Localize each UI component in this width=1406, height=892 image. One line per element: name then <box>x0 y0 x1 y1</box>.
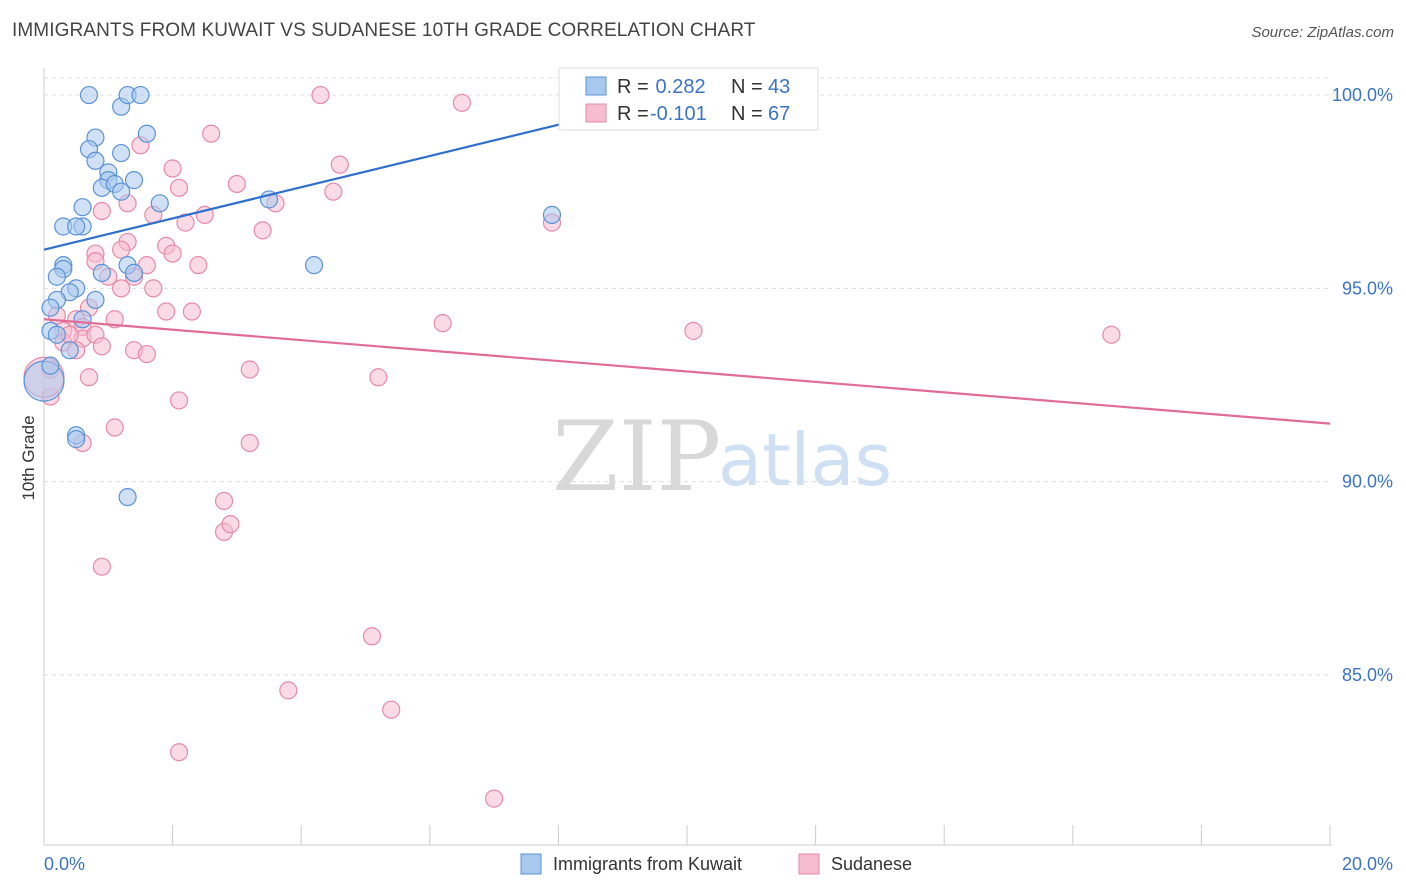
sudanese-point-51 <box>169 391 189 410</box>
watermark-zip: ZIP <box>552 401 721 513</box>
kuwait-point-35 <box>60 341 79 360</box>
sudanese-point-11 <box>92 201 111 221</box>
sudanese-point-33 <box>433 314 452 333</box>
legend-swatch-blue <box>585 76 607 96</box>
sudanese-point-61 <box>382 700 401 719</box>
kuwait-point-42 <box>73 310 92 329</box>
legend-r-value-pink: -0.101 <box>650 103 707 125</box>
grid-lines <box>44 77 1330 676</box>
sudanese-point-49 <box>79 368 99 387</box>
legend-n-value-pink: 67 <box>768 103 790 125</box>
kuwait-point-41 <box>47 325 66 344</box>
kuwait-point-40 <box>41 356 60 375</box>
sudanese-point-21 <box>163 244 182 263</box>
sudanese-point-1 <box>452 93 472 112</box>
sudanese-point-24 <box>189 256 208 275</box>
watermark-atlas: atlas <box>718 418 892 502</box>
sudanese-point-5 <box>163 159 182 178</box>
x-tick-label-min: 0.0% <box>44 854 85 874</box>
sudanese-point-42 <box>137 344 156 364</box>
sudanese-point-27 <box>112 279 131 298</box>
trend-line-1 <box>43 318 1331 425</box>
legend-r-value-blue: 0.282 <box>650 76 706 98</box>
bottom-legend-label-kuwait: Immigrants from Kuwait <box>553 854 742 874</box>
kuwait-point-38 <box>118 487 137 507</box>
kuwait-point-9 <box>86 151 105 170</box>
trend-lines <box>43 93 1331 425</box>
kuwait-point-30 <box>86 290 105 310</box>
axes <box>43 68 1332 846</box>
bottom-legend-swatch-pink <box>798 853 820 875</box>
sudanese-point-63 <box>485 789 504 808</box>
kuwait-point-25 <box>124 263 144 282</box>
sudanese-point-32 <box>105 310 124 329</box>
sudanese-point-52 <box>105 418 124 437</box>
y-axis-label: 10th Grade <box>19 415 38 500</box>
x-tick-label-max: 20.0% <box>1342 854 1393 874</box>
sudanese-point-28 <box>144 279 163 298</box>
legend-n-label-pink: N = <box>731 103 763 125</box>
sudanese-point-46 <box>240 360 259 379</box>
y-tick-label-2: 90.0% <box>1342 472 1393 492</box>
y-tick-label-0: 100.0% <box>1332 85 1393 105</box>
sudanese-point-0 <box>311 85 330 105</box>
bottom-legend: Immigrants from Kuwait Sudanese <box>520 853 912 875</box>
y-tick-label-3: 85.0% <box>1342 665 1393 685</box>
sudanese-point-60 <box>279 681 298 700</box>
sudanese-point-54 <box>240 433 259 453</box>
sudanese-point-18 <box>112 240 131 259</box>
sudanese-point-55 <box>214 491 234 511</box>
legend-r-label-blue: R = <box>617 76 649 98</box>
bottom-legend-label-sudanese: Sudanese <box>831 854 912 874</box>
x-tick-marks <box>43 825 1331 845</box>
sudanese-point-48 <box>369 368 388 387</box>
kuwait-point-0 <box>79 85 99 105</box>
sudanese-point-31 <box>182 302 201 321</box>
legend-n-label-blue: N = <box>731 76 763 98</box>
y-tick-label-1: 95.0% <box>1342 278 1393 298</box>
kuwait-point-33 <box>542 205 562 224</box>
legend-box: R = 0.282 N = 43 R = -0.101 N = 67 <box>558 67 819 131</box>
kuwait-point-37 <box>67 430 86 449</box>
kuwait-point-13 <box>124 171 144 190</box>
legend-n-value-blue: 43 <box>768 76 790 98</box>
y-tick-labels: 100.0% 95.0% 90.0% 85.0% <box>1332 85 1393 685</box>
kuwait-point-26 <box>47 267 66 286</box>
sudanese-point-62 <box>169 743 189 762</box>
sudanese-point-4 <box>330 155 349 174</box>
sudanese-point-2 <box>202 124 221 143</box>
sudanese-point-7 <box>169 178 189 197</box>
sudanese-point-57 <box>221 515 240 534</box>
kuwait-point-15 <box>150 194 169 213</box>
sudanese-point-40 <box>92 337 111 356</box>
kuwait-point-23 <box>92 263 111 282</box>
sudanese-point-58 <box>92 557 111 576</box>
kuwait-point-3 <box>131 85 150 105</box>
bottom-legend-swatch-blue <box>520 853 542 875</box>
kuwait-point-31 <box>41 298 60 317</box>
sudanese-point-34 <box>684 321 703 340</box>
legend-swatch-pink <box>585 103 607 123</box>
chart-title: IMMIGRANTS FROM KUWAIT VS SUDANESE 10TH … <box>12 20 756 41</box>
source-label: Source: ZipAtlas.com <box>1251 24 1394 41</box>
kuwait-point-32 <box>304 256 324 275</box>
sudanese-point-59 <box>362 627 382 646</box>
sudanese-point-8 <box>324 182 343 201</box>
kuwait-point-17 <box>73 198 92 217</box>
kuwait-point-14 <box>112 182 131 201</box>
kuwait-points <box>23 85 562 507</box>
kuwait-point-7 <box>137 124 156 143</box>
sudanese-point-43 <box>1102 325 1121 344</box>
sudanese-point-30 <box>157 302 176 321</box>
legend-r-label-pink: R = <box>617 103 649 125</box>
sudanese-point-14 <box>176 213 195 232</box>
kuwait-point-20 <box>67 217 86 236</box>
sudanese-point-16 <box>253 221 272 240</box>
sudanese-point-6 <box>227 174 246 194</box>
kuwait-point-6 <box>112 143 131 163</box>
